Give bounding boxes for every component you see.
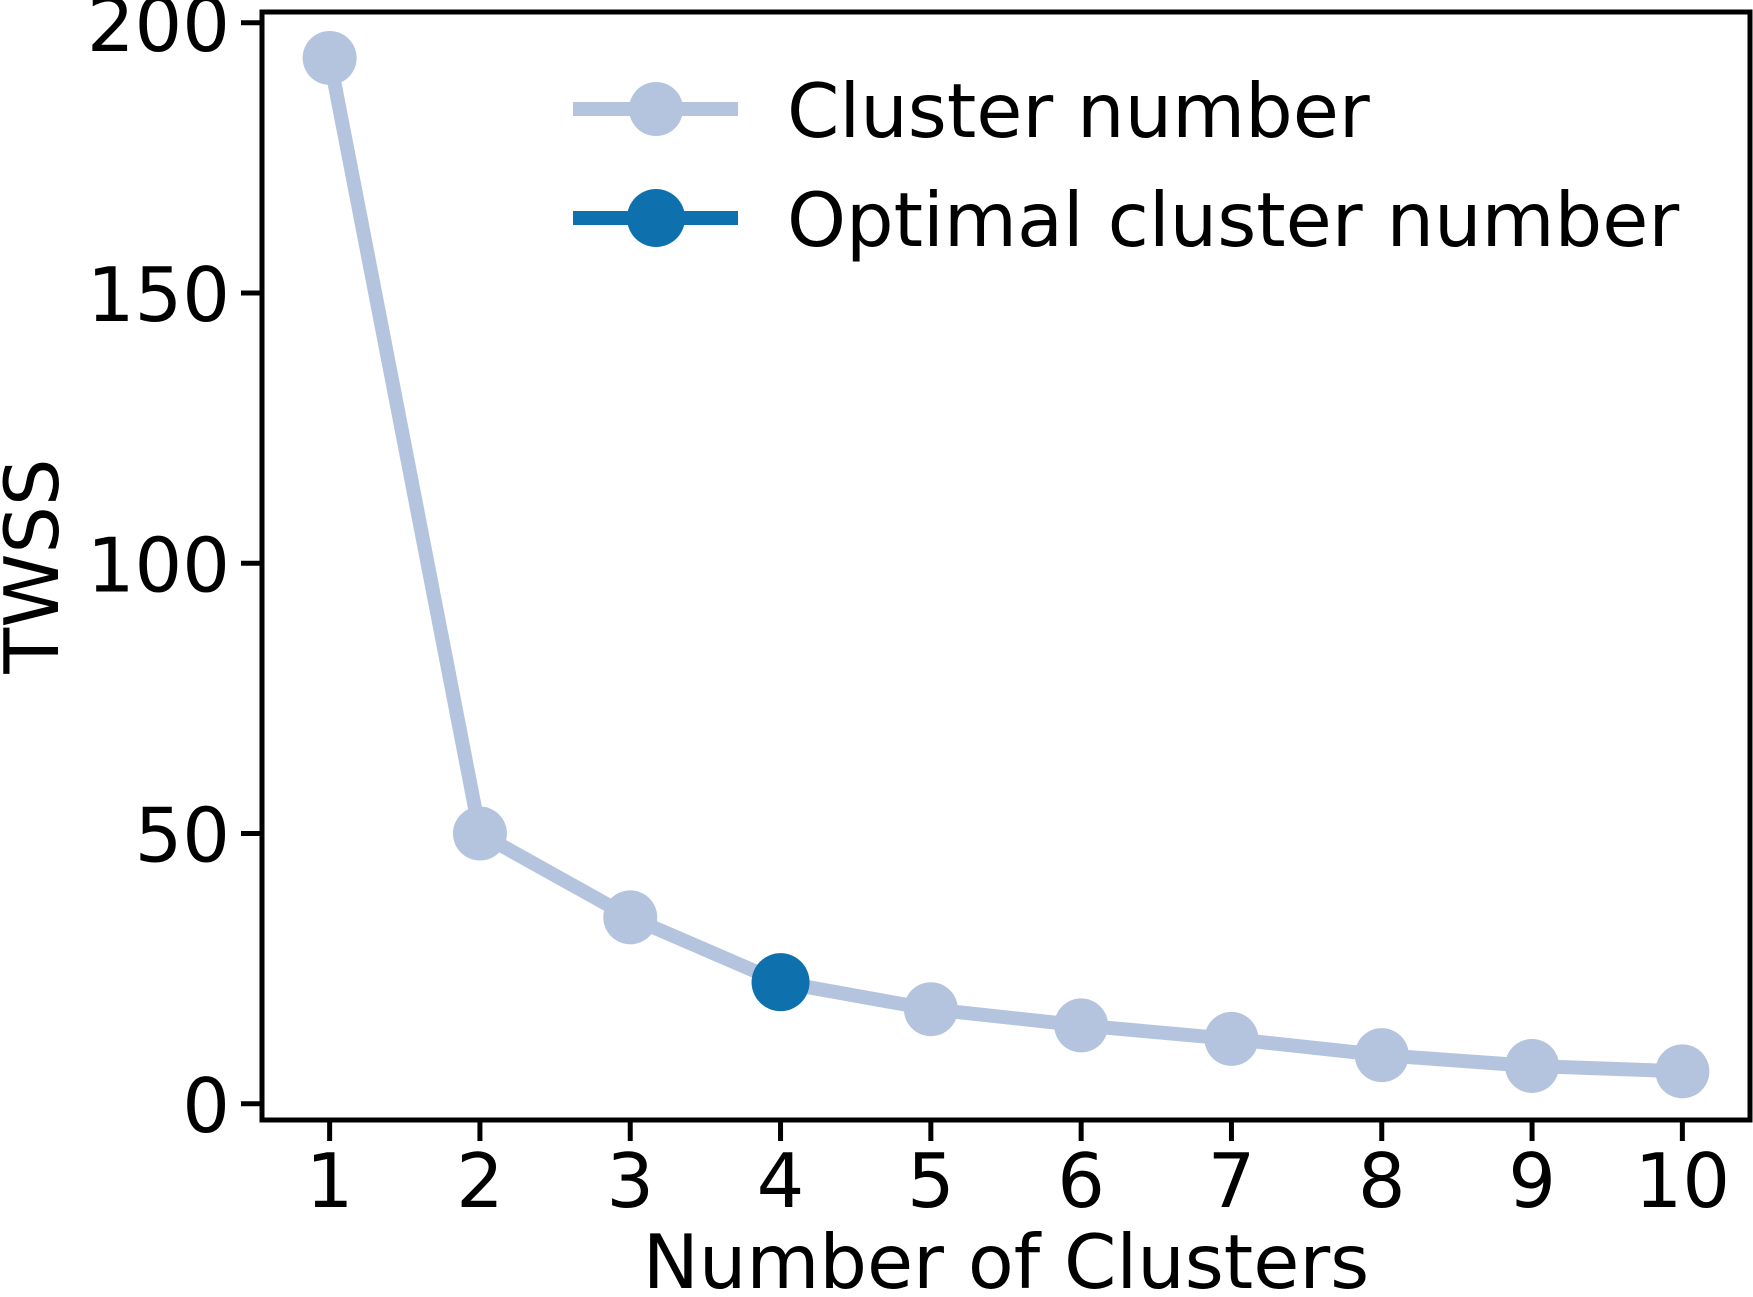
x-tick-label: 8 <box>1358 1137 1406 1225</box>
legend-label: Optimal cluster number <box>787 176 1679 264</box>
x-tick-label: 7 <box>1208 1137 1256 1225</box>
series-layer <box>302 30 1710 1099</box>
data-point <box>603 890 658 945</box>
legend-entry: Optimal cluster number <box>573 176 1679 264</box>
data-point <box>452 806 507 861</box>
y-tick-label: 0 <box>182 1062 230 1150</box>
x-tick-label: 3 <box>606 1137 654 1225</box>
legend-sample-marker <box>629 82 683 136</box>
data-point <box>1054 998 1109 1053</box>
legend: Cluster number Optimal cluster number <box>573 67 1679 264</box>
x-tick-label: 9 <box>1508 1137 1556 1225</box>
data-point <box>1354 1028 1409 1083</box>
x-tick-label: 2 <box>456 1137 504 1225</box>
data-point <box>1655 1044 1710 1099</box>
plot-border <box>259 9 1753 1123</box>
data-point <box>1204 1011 1259 1066</box>
data-point <box>302 30 357 85</box>
legend-sample-marker <box>627 189 685 247</box>
x-tick-label: 4 <box>757 1137 805 1225</box>
legend-entry: Cluster number <box>573 67 1370 155</box>
y-tick-label: 50 <box>135 792 230 880</box>
x-tick-label: 5 <box>907 1137 955 1225</box>
x-tick-label: 6 <box>1057 1137 1105 1225</box>
y-tick-label: 100 <box>87 521 230 609</box>
data-point <box>903 982 958 1037</box>
optimal-data-point <box>751 953 810 1012</box>
data-point <box>1505 1038 1560 1093</box>
x-tick-label: 1 <box>306 1137 354 1225</box>
x-axis-ticks: 1 2 3 4 5 6 7 8 9 10 <box>306 1120 1730 1225</box>
x-axis-label: Number of Clusters <box>643 1218 1370 1297</box>
cluster-number-line <box>322 50 1690 1079</box>
y-axis-label: TWSS <box>0 458 76 674</box>
y-tick-label: 200 <box>87 0 230 69</box>
y-tick-label: 150 <box>87 251 230 339</box>
y-axis-ticks: 0 50 100 150 200 <box>87 0 262 1150</box>
legend-label: Cluster number <box>787 67 1370 155</box>
x-tick-label: 10 <box>1635 1137 1730 1225</box>
